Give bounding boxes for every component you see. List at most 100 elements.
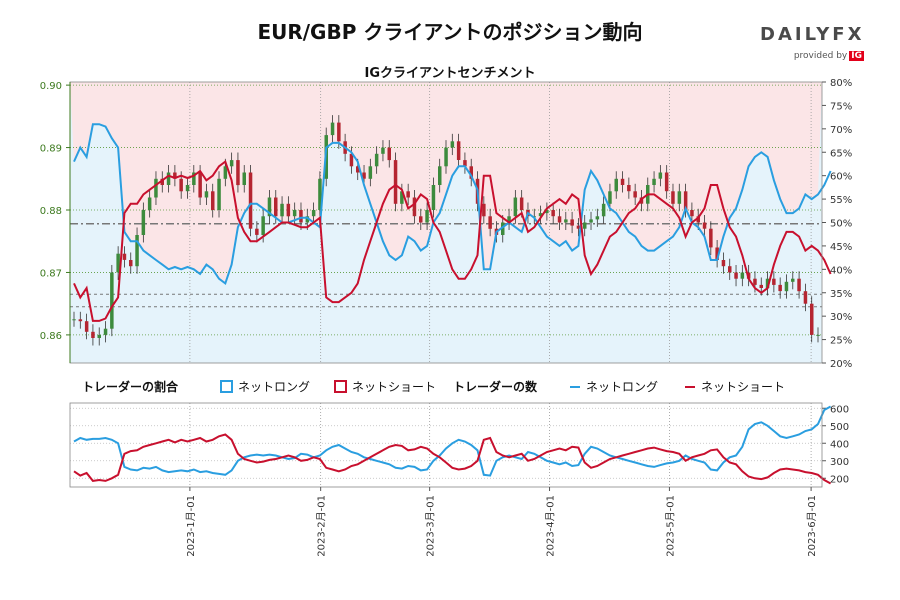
candle-body (400, 191, 404, 204)
candle-body (677, 191, 682, 204)
candle-body (482, 203, 486, 217)
candle-body (633, 191, 637, 198)
candle-body (778, 284, 782, 292)
candle-body (614, 178, 618, 192)
candle-body (242, 172, 246, 185)
ig-logo-icon: IG (849, 51, 864, 61)
count-tick-label: 500 (830, 422, 849, 433)
candle-body (425, 210, 429, 223)
percent-tick-label: 25% (830, 336, 852, 347)
trader-count-panel: 200 300 400 500 600 (69, 402, 849, 488)
date-tick-label: 2023-5月-01 (664, 495, 676, 557)
chart-title: EUR/GBP クライアントのポジション動向 (257, 20, 643, 44)
candle-body (381, 147, 385, 154)
candle-body (374, 153, 379, 167)
candle-body (286, 203, 291, 217)
candle-body (160, 178, 164, 185)
candle-body (570, 219, 574, 226)
price-tick-label: 0.88 (40, 206, 62, 217)
candle-body (154, 178, 158, 198)
candle-body (810, 303, 814, 335)
candle-body (97, 334, 101, 338)
count-tick-label: 300 (830, 457, 849, 468)
candle-body (784, 281, 789, 292)
candle-body (236, 160, 240, 186)
candle-body (406, 191, 410, 198)
percent-tick-label: 80% (830, 78, 852, 89)
candle-body (576, 225, 581, 229)
count-tick-label: 600 (830, 404, 849, 415)
price-sentiment-panel: 0.86 0.87 0.88 0.89 0.90 20% 25% 30% 35% 40% 45% 50… (40, 78, 853, 370)
candle-body (217, 178, 221, 210)
candle-body (103, 328, 108, 335)
logo-provided-by-text: provided by (793, 51, 848, 61)
candle-body (740, 272, 745, 279)
candle-body (721, 260, 726, 267)
legend-ratio-title: トレーダーの割合 (82, 379, 179, 394)
candle-body (280, 203, 284, 217)
candle-body (305, 216, 310, 223)
legend-ratio-long-swatch (220, 380, 233, 393)
candle-body (696, 216, 700, 223)
count-tick-label: 200 (830, 474, 849, 485)
percent-tick-label: 50% (830, 219, 852, 230)
candle-body (469, 166, 473, 179)
candle-body (116, 253, 120, 273)
candle-body (583, 222, 587, 229)
candle-body (185, 185, 190, 192)
dailyfx-logo[interactable]: DAILYFX provided by IG (760, 24, 870, 64)
candle-body (311, 210, 316, 217)
candle-body (72, 319, 76, 321)
legend-ratio-short-swatch (334, 380, 347, 393)
candle-body (734, 272, 738, 279)
percent-tick-label: 20% (830, 359, 852, 370)
candle-body (141, 210, 146, 235)
candle-body (129, 260, 133, 267)
net-long-count-line (73, 405, 832, 477)
price-tick-label: 0.86 (40, 331, 62, 342)
price-tick-label: 0.89 (40, 144, 62, 155)
percent-tick-label: 70% (830, 125, 852, 136)
legend-count-short-label: ネットショート (701, 380, 785, 394)
candle-body (765, 278, 770, 289)
net-long-ratio-line (73, 123, 832, 286)
candle-body (84, 321, 89, 332)
count-panel-frame (69, 402, 823, 488)
logo-fx-text: FX (832, 24, 865, 45)
candle-body (463, 160, 467, 167)
candle-body (211, 191, 215, 210)
candle-body (248, 172, 253, 229)
chart-legend: トレーダーの割合 ネットロング ネットショート トレーダーの数 ネットロング ネ… (82, 379, 785, 394)
candle-body (690, 210, 694, 217)
candle-body (519, 197, 524, 210)
candle-body (356, 166, 360, 173)
date-tick-label: 2023-2月-01 (316, 495, 328, 557)
candle-body (166, 172, 171, 185)
percent-tick-label: 60% (830, 172, 852, 183)
chart-subtitle: IGクライアントセンチメント (364, 66, 536, 81)
logo-wordmark: DAILYFX (760, 24, 870, 45)
legend-count-title: トレーダーの数 (453, 379, 538, 394)
candle-body (664, 172, 669, 192)
candle-body (545, 210, 549, 214)
net-short-ratio-line (73, 159, 832, 322)
candle-body (368, 166, 373, 179)
candle-body (728, 266, 732, 273)
date-tick-label: 2023-3月-01 (425, 495, 437, 557)
candle-body (601, 203, 606, 217)
percent-tick-label: 40% (830, 265, 852, 276)
candle-body (551, 210, 555, 217)
candle-body (715, 247, 719, 260)
candle-body (507, 216, 511, 223)
short-fill-area (70, 82, 822, 284)
candle-body (538, 213, 543, 217)
candle-body (110, 272, 114, 329)
candle-body (292, 210, 297, 217)
date-tick-label: 2023-6月-01 (806, 495, 818, 557)
candle-body (803, 291, 808, 304)
percent-tick-label: 75% (830, 101, 852, 112)
candle-body (444, 147, 448, 167)
candle-body (595, 216, 600, 220)
candle-body (488, 216, 492, 229)
